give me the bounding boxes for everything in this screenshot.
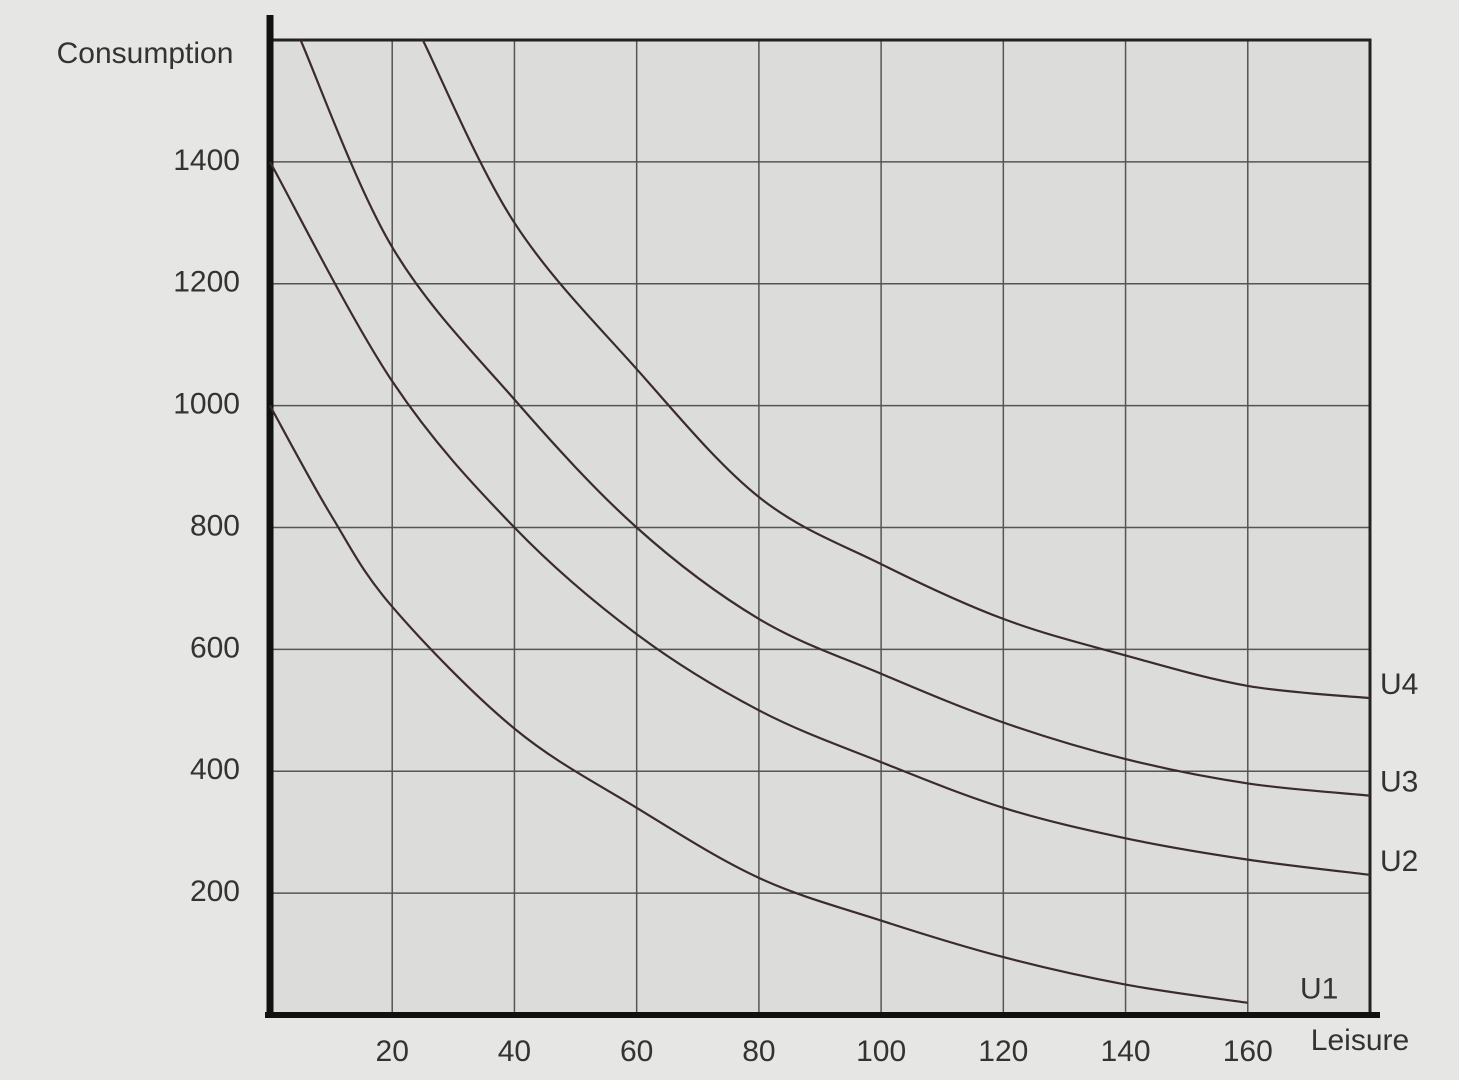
indifference-curve	[269, 161, 1371, 876]
y-tick-label: 400	[190, 753, 240, 786]
legend-label: U4	[1380, 668, 1418, 701]
x-tick-label: 20	[376, 1035, 409, 1068]
y-tick-label: 1400	[173, 144, 240, 177]
y-tick-label: 1000	[173, 388, 240, 421]
legend-label: U1	[1300, 973, 1338, 1006]
indifference-curve	[269, 405, 1248, 1004]
y-tick-label: 800	[190, 509, 240, 542]
y-tick-label: 600	[190, 631, 240, 664]
x-axis-title: Leisure	[1311, 1024, 1409, 1057]
x-tick-label: 120	[978, 1035, 1028, 1068]
x-tick-label: 80	[742, 1035, 775, 1068]
y-tick-label: 200	[190, 875, 240, 908]
x-tick-label: 160	[1223, 1035, 1273, 1068]
legend-label: U3	[1380, 766, 1418, 799]
x-tick-label: 140	[1101, 1035, 1151, 1068]
legend-label: U2	[1380, 845, 1418, 878]
indifference-curve	[299, 39, 1371, 797]
x-tick-label: 60	[620, 1035, 653, 1068]
indifference-curve	[421, 39, 1371, 700]
y-axis-title: Consumption	[57, 37, 234, 70]
x-tick-label: 40	[498, 1035, 531, 1068]
y-tick-label: 1200	[173, 266, 240, 299]
x-tick-label: 100	[856, 1035, 906, 1068]
